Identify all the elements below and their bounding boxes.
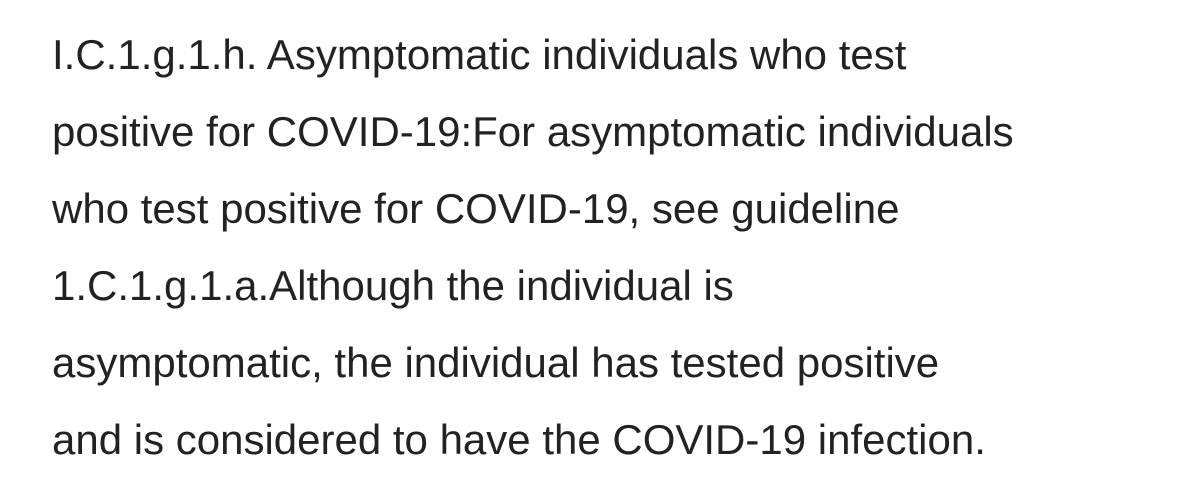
paragraph-line-4: 1.C.1.g.1.a.Although the individual is <box>52 262 734 309</box>
paragraph-line-6: and is considered to have the COVID-19 i… <box>52 416 986 463</box>
paragraph-line-2: positive for COVID-19:For asymptomatic i… <box>52 108 1014 155</box>
paragraph-line-5: asymptomatic, the individual has tested … <box>52 339 940 386</box>
guideline-paragraph: I.C.1.g.1.h. Asymptomatic individuals wh… <box>52 16 1182 478</box>
paragraph-line-1: I.C.1.g.1.h. Asymptomatic individuals wh… <box>52 31 907 78</box>
paragraph-line-3: who test positive for COVID-19, see guid… <box>52 185 900 232</box>
